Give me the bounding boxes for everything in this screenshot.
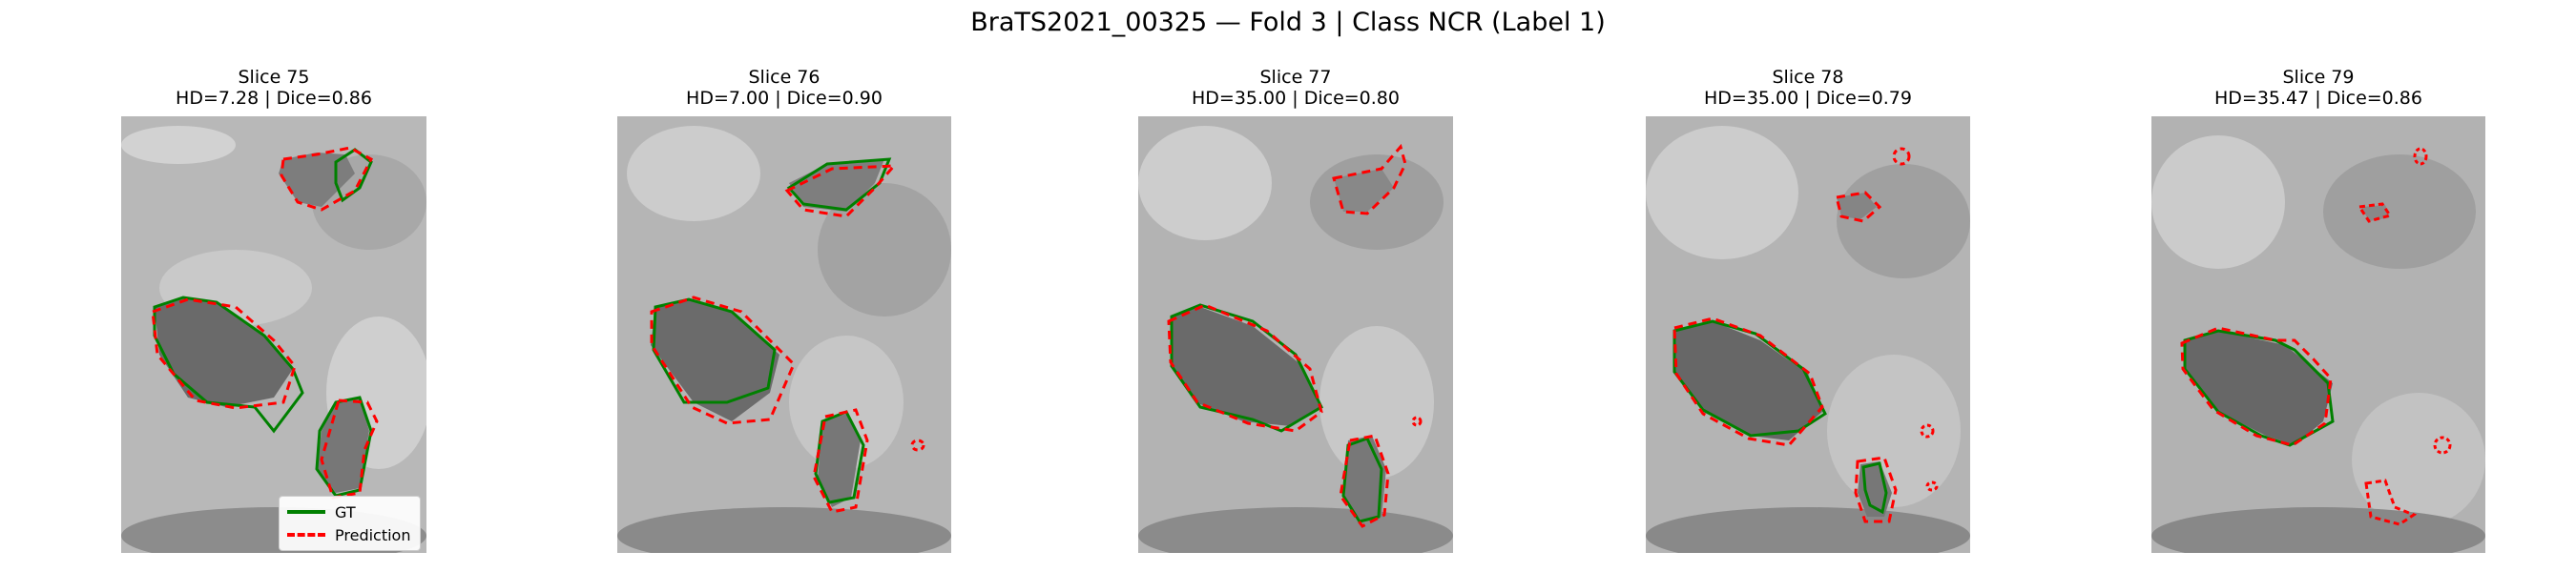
ground-truth-contour (153, 296, 304, 434)
metrics-label: HD=7.00 | Dice=0.90 (686, 88, 883, 109)
tumor-region (2361, 205, 2390, 221)
ground-truth-contour (1861, 461, 1888, 515)
prediction-contour (2413, 147, 2428, 166)
ground-truth-contour (652, 297, 777, 404)
prediction-contour (320, 398, 379, 500)
prediction-contour (1920, 423, 1935, 439)
prediction-contour (1339, 434, 1390, 528)
prediction-contour (2433, 436, 2452, 455)
prediction-contour (1925, 480, 1939, 492)
mri-slice-image (121, 116, 426, 553)
prediction-contour (1332, 143, 1407, 215)
mri-slice-image (617, 116, 951, 553)
mri-slice-image (1646, 116, 1970, 553)
prediction-contour (1854, 456, 1898, 523)
legend-label: Prediction (335, 525, 411, 544)
prediction-contour (151, 297, 297, 410)
ground-truth-contour (1170, 303, 1323, 433)
prediction-contour (2180, 326, 2333, 447)
slice-label: Slice 76 (748, 67, 821, 88)
prediction-contour (910, 439, 925, 452)
legend-item-prediction: Prediction (287, 523, 410, 546)
slice-label: Slice 78 (1772, 67, 1844, 88)
metrics-label: HD=35.00 | Dice=0.79 (1704, 88, 1912, 109)
figure-title: BraTS2021_00325 — Fold 3 | Class NCR (La… (970, 8, 1606, 37)
mri-slice-image (1138, 116, 1453, 553)
tumor-region (155, 297, 293, 407)
tumor-region (1674, 321, 1822, 440)
metrics-label: HD=7.28 | Dice=0.86 (176, 88, 372, 109)
prediction-contour (812, 408, 869, 514)
ground-truth-contour (315, 396, 373, 498)
prediction-contour (280, 146, 374, 212)
prediction-contour (1672, 317, 1824, 447)
prediction-contour (1892, 147, 1911, 166)
prediction-contour (1411, 416, 1423, 427)
tumor-region (1172, 307, 1319, 426)
slice-label: Slice 79 (2282, 67, 2355, 88)
legend-label: GT (335, 502, 356, 521)
prediction-contour (1167, 303, 1323, 433)
tumor-region (1334, 169, 1394, 212)
gt-line-swatch (287, 510, 325, 514)
tumor-region (818, 414, 861, 507)
prediction-contour (1835, 191, 1882, 223)
mri-slice-image (2151, 116, 2485, 553)
tumor-region (651, 299, 779, 421)
legend-item-gt: GT (287, 500, 410, 523)
prediction-line-swatch (287, 533, 325, 537)
legend: GT Prediction (279, 496, 422, 551)
slice-label: Slice 75 (238, 67, 310, 88)
metrics-label: HD=35.00 | Dice=0.80 (1192, 88, 1400, 109)
prediction-contour (784, 164, 898, 218)
prediction-contour (650, 296, 796, 425)
tumor-region (1837, 193, 1877, 219)
metrics-label: HD=35.47 | Dice=0.86 (2214, 88, 2422, 109)
tumor-region (2185, 331, 2333, 445)
slice-label: Slice 77 (1259, 67, 1332, 88)
tumor-region (317, 398, 369, 493)
prediction-contour (2364, 479, 2418, 526)
